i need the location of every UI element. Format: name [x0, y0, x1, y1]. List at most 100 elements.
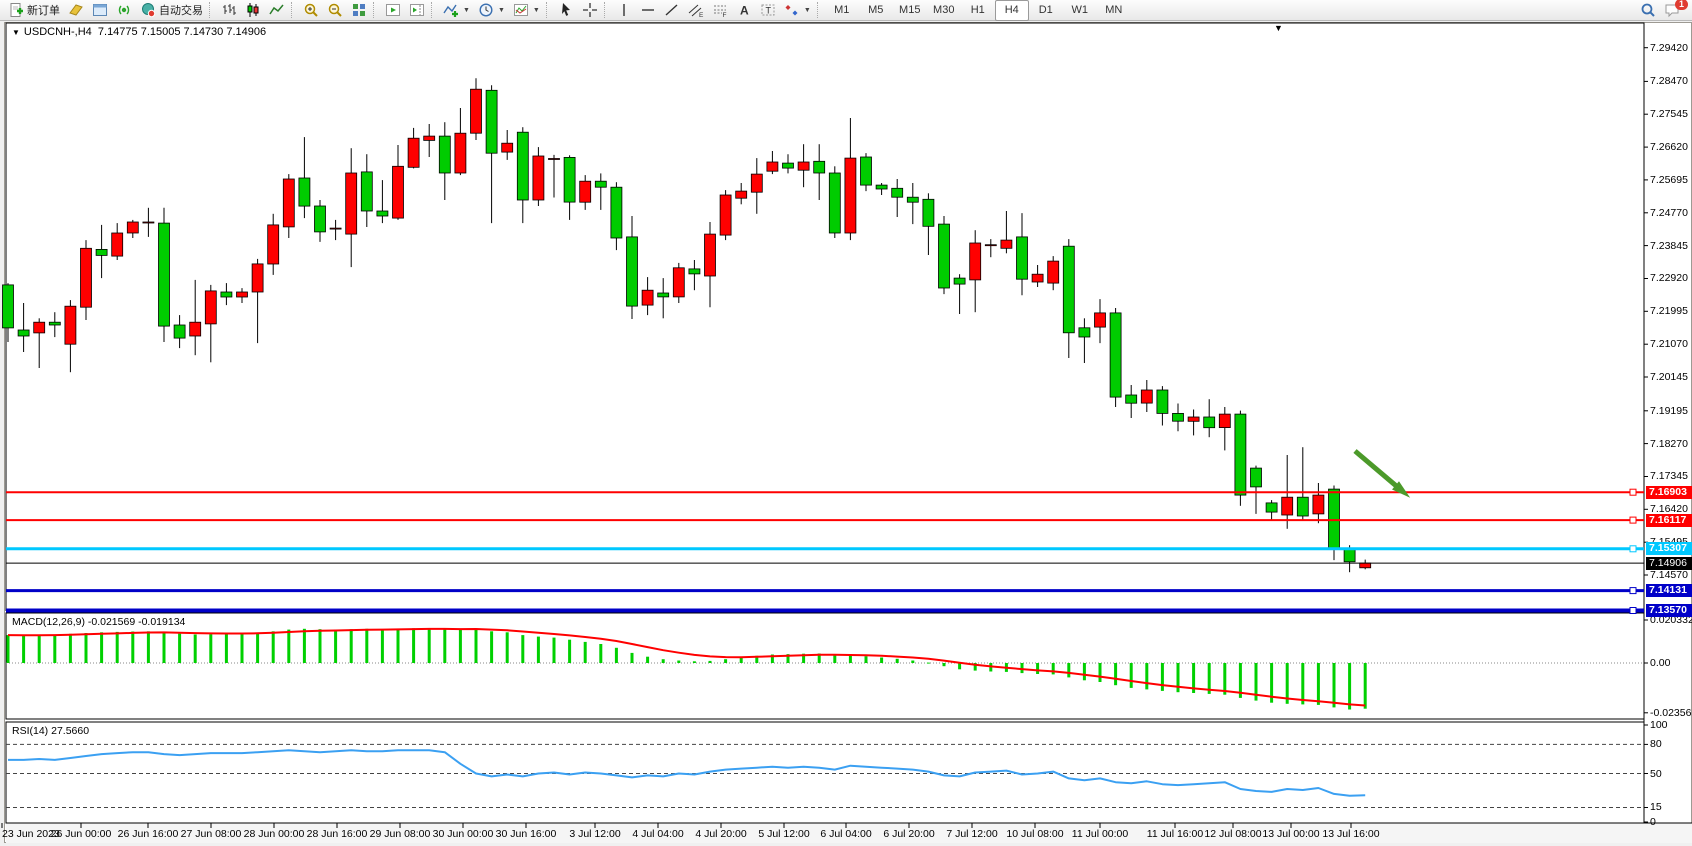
candle	[579, 180, 592, 203]
macd-histogram	[6, 628, 1367, 710]
crosshair-icon	[582, 3, 597, 17]
zoom-out-button[interactable]	[323, 0, 347, 21]
trend-arrow-annotation[interactable]	[1353, 449, 1403, 492]
toolbar-separator	[545, 2, 552, 18]
candle	[750, 173, 763, 193]
bar-chart-button[interactable]	[217, 0, 241, 21]
chevron-down-icon: ▼	[497, 6, 505, 14]
timeframe-button-m15[interactable]: M15	[899, 4, 921, 16]
templates-button[interactable]: ▼	[509, 0, 544, 21]
candle	[1234, 413, 1247, 496]
candle	[220, 291, 233, 298]
candle	[267, 224, 280, 265]
candle	[251, 263, 264, 293]
charts-window-button[interactable]	[88, 0, 112, 21]
zoom-in-button[interactable]	[299, 0, 323, 21]
candle	[95, 248, 108, 256]
candle	[797, 161, 810, 171]
equidistant-channel-button[interactable]: E	[684, 0, 708, 21]
timeframe-button-m30[interactable]: M30	[933, 4, 955, 16]
auto-scroll-button[interactable]	[381, 0, 405, 21]
horizontal-line-button[interactable]	[636, 0, 660, 21]
candle	[938, 223, 950, 289]
timeframe-button-m5[interactable]: M5	[868, 4, 884, 16]
tile-windows-button[interactable]	[347, 0, 371, 21]
candle	[1172, 412, 1184, 422]
fibo-icon: F	[713, 5, 726, 18]
candle	[548, 158, 560, 160]
candle	[1016, 236, 1028, 280]
fibonacci-button[interactable]: F	[708, 0, 732, 21]
candle	[735, 190, 748, 199]
toolbar-separator	[603, 2, 610, 18]
autoscroll-icon	[386, 4, 400, 16]
timeframe-button-m1[interactable]: M1	[834, 4, 850, 16]
indicators-button[interactable]: ▼	[439, 0, 474, 21]
periods-button[interactable]: ▼	[474, 0, 509, 21]
line-handle[interactable]	[1629, 545, 1637, 553]
candle	[298, 177, 311, 207]
candle	[485, 89, 498, 154]
signals-button[interactable]	[112, 0, 136, 21]
cursor-button[interactable]	[554, 0, 578, 21]
timeframe-button-d1[interactable]: D1	[1038, 4, 1053, 16]
candle	[594, 180, 607, 188]
candle	[282, 178, 295, 228]
candle	[969, 242, 982, 281]
candle	[1156, 389, 1169, 414]
candle	[407, 137, 420, 168]
new-order-button[interactable]: 新订单	[4, 0, 64, 21]
arrows-button[interactable]: ▼	[780, 0, 815, 21]
text-label-button[interactable]: T	[756, 0, 780, 21]
notifications-button[interactable]: 1	[1660, 0, 1688, 21]
candle	[392, 165, 404, 219]
candle	[111, 232, 124, 257]
time-axis-strip[interactable]	[6, 823, 1692, 843]
zoom-in-icon	[304, 3, 318, 17]
doc-plus-icon	[10, 3, 23, 17]
styler-button[interactable]	[64, 0, 88, 21]
candle	[984, 244, 997, 247]
line-chart-button[interactable]	[265, 0, 289, 21]
candlestick-chart-button[interactable]	[241, 0, 265, 21]
candle	[1078, 327, 1091, 338]
timeframe-button-h4[interactable]: H4	[994, 0, 1029, 21]
candle	[844, 157, 857, 234]
text-button[interactable]: A	[732, 0, 756, 21]
candle	[719, 194, 732, 236]
channel-icon: E	[688, 4, 704, 18]
crosshair-button[interactable]	[578, 0, 602, 21]
trendline-button[interactable]	[660, 0, 684, 21]
candle	[17, 329, 30, 337]
chart-shift-button[interactable]	[405, 0, 429, 21]
candle	[80, 247, 92, 308]
bars-icon	[223, 4, 236, 15]
candle	[828, 172, 841, 234]
chevron-down-icon: ▼	[532, 6, 540, 14]
search-button[interactable]	[1636, 0, 1660, 21]
line-handle[interactable]	[1629, 607, 1637, 614]
candles-icon	[247, 3, 259, 17]
line-handle[interactable]	[1629, 587, 1637, 595]
hline-icon	[641, 9, 654, 11]
toolbar-separator	[373, 2, 379, 18]
template-icon	[513, 4, 528, 16]
timeframe-button-h1[interactable]: H1	[970, 4, 985, 16]
rsi-panel	[5, 721, 1645, 824]
candle	[204, 290, 217, 325]
candle	[501, 142, 514, 153]
auto-trading-button[interactable]: 自动交易	[136, 0, 207, 21]
trend-arrow-head	[1392, 481, 1411, 498]
candle	[688, 268, 701, 275]
linechart-icon	[269, 4, 284, 15]
candle	[626, 236, 638, 307]
vertical-line-button[interactable]	[612, 0, 636, 21]
line-handle[interactable]	[1629, 488, 1637, 496]
candle	[2, 284, 14, 329]
candle	[1250, 467, 1262, 488]
line-handle[interactable]	[1629, 516, 1637, 524]
candle	[33, 321, 46, 334]
timeframe-button-w1[interactable]: W1	[1071, 4, 1089, 16]
timeframe-button-mn[interactable]: MN	[1105, 4, 1123, 16]
